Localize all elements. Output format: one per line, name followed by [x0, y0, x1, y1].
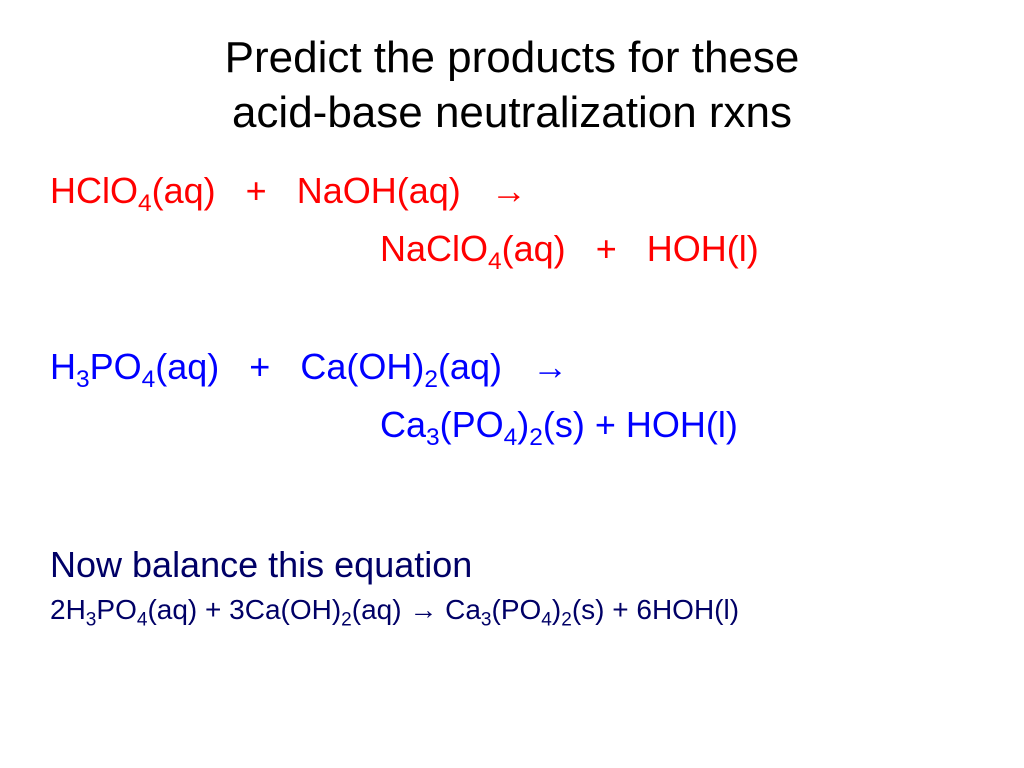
eq2-r1a: H — [50, 346, 76, 387]
eq2-p1s1: 3 — [426, 424, 440, 451]
bal-c2: PO — [96, 594, 136, 625]
eq2-p1post: (s) — [543, 404, 585, 445]
eq2-p1a: Ca — [380, 404, 426, 445]
bal-s6: 2 — [561, 610, 572, 631]
eq1-reactant1-sub: 4 — [138, 190, 152, 217]
title-line-2: acid-base neutralization rxns — [232, 88, 792, 137]
eq2-r2sub: 2 — [424, 366, 438, 393]
bal-c5: (PO — [492, 594, 542, 625]
bal-c3: (aq) + 3Ca(OH) — [147, 594, 341, 625]
equation-2-reactants: H3PO4(aq) + Ca(OH)2(aq) → — [50, 340, 974, 394]
bal-c7: (s) + 6HOH(l) — [572, 594, 739, 625]
bal-s3: 2 — [341, 610, 352, 631]
eq1-reactant1-pre: HClO — [50, 170, 138, 211]
equation-2-products: Ca3(PO4)2(s) + HOH(l) — [50, 398, 974, 452]
bal-s5: 4 — [541, 610, 552, 631]
eq2-r2a: Ca(OH) — [300, 346, 424, 387]
eq1-product1-sub: 4 — [488, 248, 502, 275]
eq1-product2: HOH(l) — [647, 228, 759, 269]
eq2-plus: + — [249, 346, 270, 387]
eq2-r1b: PO — [90, 346, 142, 387]
bal-c1: 2H — [50, 594, 86, 625]
bal-s2: 4 — [137, 610, 148, 631]
eq1-plus2: + — [596, 228, 617, 269]
balanced-equation: 2H3PO4(aq) + 3Ca(OH)2(aq) → Ca3(PO4)2(s)… — [50, 594, 974, 626]
balance-instruction: Now balance this equation — [50, 544, 974, 586]
eq2-r1s1: 3 — [76, 366, 90, 393]
equation-1-products: NaClO4(aq) + HOH(l) — [50, 222, 974, 276]
bal-c6: ) — [552, 594, 561, 625]
balance-label-text: Now balance this equation — [50, 544, 472, 585]
bal-s1: 3 — [86, 610, 97, 631]
equation-1-reactants: HClO4(aq) + NaOH(aq) → — [50, 164, 974, 218]
bal-c4: (aq) → Ca — [352, 594, 481, 625]
bal-s4: 3 — [481, 610, 492, 631]
eq2-p1s2: 4 — [504, 424, 518, 451]
eq2-plus2: + — [595, 404, 616, 445]
eq2-r1s2: 4 — [142, 366, 156, 393]
eq1-plus: + — [246, 170, 267, 211]
eq1-arrow: → — [491, 170, 527, 211]
eq2-p1b: (PO — [440, 404, 504, 445]
slide-title: Predict the products for these acid-base… — [50, 30, 974, 140]
eq1-reactant1-post: (aq) — [152, 170, 216, 211]
eq2-r1post: (aq) — [155, 346, 219, 387]
title-line-1: Predict the products for these — [225, 33, 800, 82]
eq2-p2: HOH(l) — [626, 404, 738, 445]
eq1-product1-pre: NaClO — [380, 228, 488, 269]
eq2-r2post: (aq) — [438, 346, 502, 387]
eq2-p1s3: 2 — [529, 424, 543, 451]
eq1-product1-post: (aq) — [502, 228, 566, 269]
eq2-arrow: → — [532, 346, 568, 387]
eq1-reactant2: NaOH(aq) — [297, 170, 461, 211]
eq2-p1c: ) — [517, 404, 529, 445]
